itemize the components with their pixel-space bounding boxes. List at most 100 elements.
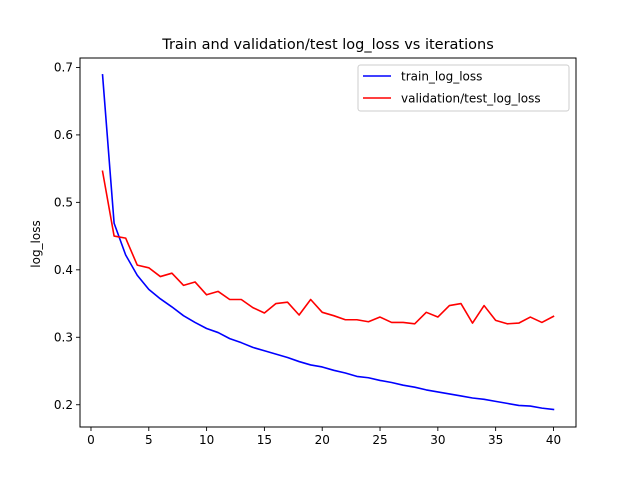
data-point (367, 376, 370, 379)
series-line-0 (101, 74, 555, 411)
data-point (263, 349, 266, 352)
data-point (274, 353, 277, 356)
legend-frame (357, 64, 570, 112)
data-point (159, 297, 162, 300)
series-line-1 (101, 170, 555, 325)
x-tick-label: 30 (430, 433, 445, 447)
data-point (205, 327, 208, 330)
data-point (217, 331, 220, 334)
data-point (182, 284, 185, 287)
data-point (124, 237, 127, 240)
y-tick-label: 0.7 (54, 61, 73, 75)
legend: train_log_loss validation/test_log_loss (357, 64, 570, 112)
data-point (170, 305, 173, 308)
data-point (379, 316, 382, 319)
data-point (517, 404, 520, 407)
data-point (529, 316, 532, 319)
data-point (413, 322, 416, 325)
data-point (459, 302, 462, 305)
data-point (298, 314, 301, 317)
data-point (147, 266, 150, 269)
y-tick-label: 0.4 (54, 263, 73, 277)
data-point (217, 290, 220, 293)
data-point (540, 407, 543, 410)
data-point (448, 392, 451, 395)
data-point (194, 280, 197, 283)
x-tick-label: 5 (145, 433, 153, 447)
x-tick-label: 40 (546, 433, 561, 447)
data-point (379, 379, 382, 382)
x-tick-label: 10 (199, 433, 214, 447)
data-point (390, 381, 393, 384)
data-point (170, 272, 173, 275)
data-point (113, 222, 116, 225)
data-point (240, 298, 243, 301)
x-tick-label: 25 (372, 433, 387, 447)
data-point (251, 306, 254, 309)
y-tick-label: 0.5 (54, 196, 73, 210)
data-point (332, 314, 335, 317)
x-tick-label: 35 (488, 433, 503, 447)
chart-title: Train and validation/test log_loss vs it… (161, 37, 494, 53)
data-point (506, 402, 509, 405)
data-point (355, 375, 358, 378)
data-point (286, 356, 289, 359)
data-point (413, 386, 416, 389)
data-point (390, 321, 393, 324)
data-point (263, 311, 266, 314)
data-point (101, 73, 104, 76)
data-point (228, 337, 231, 340)
x-tick-label: 15 (257, 433, 272, 447)
data-point (344, 318, 347, 321)
data-point (529, 405, 532, 408)
data-point (251, 346, 254, 349)
data-point (483, 304, 486, 307)
x-tick-label: 20 (315, 433, 330, 447)
data-point (147, 288, 150, 291)
data-point (367, 320, 370, 323)
data-point (286, 301, 289, 304)
data-point (101, 170, 104, 173)
data-point (552, 408, 555, 411)
data-point (113, 235, 116, 238)
data-point (321, 311, 324, 314)
data-point (540, 321, 543, 324)
data-point (159, 275, 162, 278)
data-point (124, 253, 127, 256)
data-point (517, 322, 520, 325)
data-point (194, 321, 197, 324)
data-point (298, 360, 301, 363)
data-point (402, 321, 405, 324)
y-axis-label: log_loss (29, 220, 43, 267)
data-point (136, 264, 139, 267)
x-tick-label: 0 (87, 433, 95, 447)
data-point (344, 372, 347, 375)
plot-area: 0 5 10 15 20 25 30 35 40 0.2 0.3 0.4 0.5 0.6 0.7 (54, 57, 577, 447)
data-point (494, 400, 497, 403)
legend-label: train_log_loss (401, 70, 482, 84)
data-point (471, 396, 474, 399)
data-point (552, 315, 555, 318)
y-tick-label: 0.2 (54, 398, 73, 412)
data-point (321, 365, 324, 368)
data-point (425, 388, 428, 391)
data-point (228, 298, 231, 301)
data-point (332, 369, 335, 372)
data-point (240, 341, 243, 344)
axes-frame (79, 57, 577, 428)
y-tick-label: 0.6 (54, 128, 73, 142)
data-point (506, 322, 509, 325)
data-point (483, 398, 486, 401)
y-tick-label: 0.3 (54, 331, 73, 345)
data-point (274, 302, 277, 305)
data-point (182, 314, 185, 317)
data-point (448, 304, 451, 307)
data-point (436, 316, 439, 319)
legend-label: validation/test_log_loss (401, 92, 541, 106)
data-point (205, 293, 208, 296)
data-point (425, 311, 428, 314)
data-point (471, 322, 474, 325)
data-point (494, 319, 497, 322)
data-point (309, 298, 312, 301)
